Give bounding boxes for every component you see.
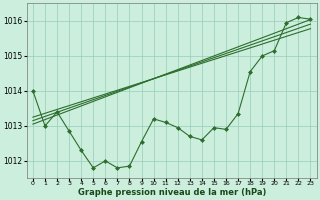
X-axis label: Graphe pression niveau de la mer (hPa): Graphe pression niveau de la mer (hPa) <box>77 188 266 197</box>
